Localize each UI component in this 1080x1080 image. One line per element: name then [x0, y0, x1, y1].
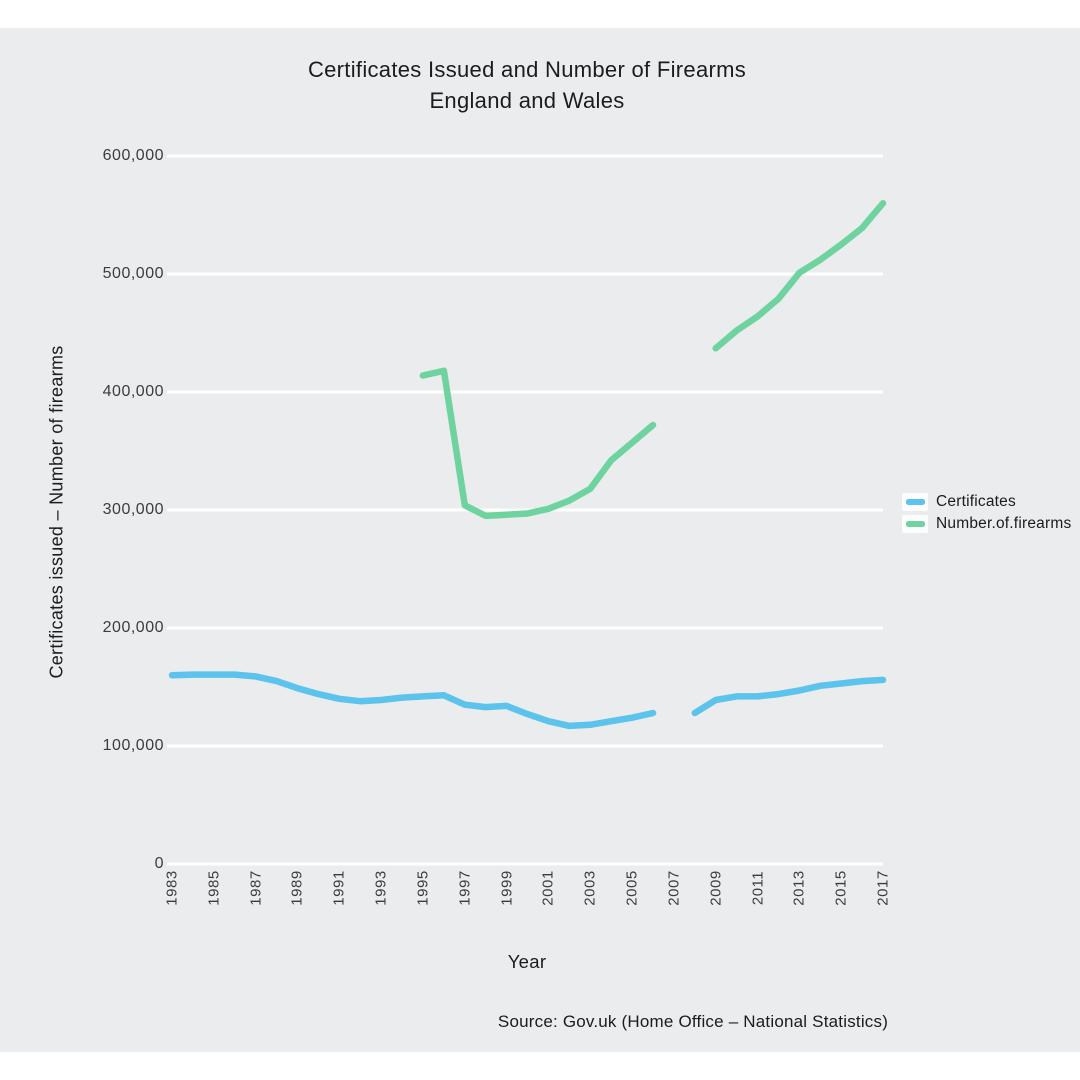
- chart-panel: [0, 28, 1080, 1052]
- x-tick-label: 2017: [874, 870, 892, 906]
- x-tick-label: 2013: [790, 870, 808, 906]
- legend-item-number-of-firearms: Number.of.firearms: [902, 513, 1071, 535]
- x-tick-label: 2005: [623, 870, 641, 906]
- legend-key-number-of-firearms: [902, 515, 928, 533]
- y-tick-label: 200,000: [102, 619, 164, 636]
- x-axis-title: Year: [507, 951, 547, 972]
- x-tick-label: 1995: [414, 870, 432, 906]
- x-tick-label: 2009: [707, 870, 725, 906]
- y-tick-label: 300,000: [102, 501, 164, 518]
- x-tick-label: 1983: [163, 870, 181, 906]
- x-tick-label: 2007: [665, 870, 683, 906]
- x-tick-label: 2011: [749, 870, 767, 906]
- x-tick-label: 2015: [832, 870, 850, 906]
- x-tick-label: 1989: [288, 870, 306, 906]
- legend-label-number-of-firearms: Number.of.firearms: [936, 515, 1072, 532]
- y-tick-label: 600,000: [102, 147, 164, 164]
- series-line-certificates: [168, 671, 657, 730]
- certificates-line-swatch: [905, 499, 925, 505]
- chart-title-line2: England and Wales: [429, 88, 625, 113]
- y-axis-title: Certificates issued – Number of firearms: [46, 345, 67, 679]
- x-tick-label: 1985: [205, 870, 223, 906]
- y-tick-label: 500,000: [102, 265, 164, 282]
- number-of-firearms-line-swatch: [905, 521, 925, 527]
- legend-item-certificates: Certificates: [902, 491, 1071, 513]
- x-tick-label: 1987: [247, 870, 265, 906]
- chart-title: Certificates Issued and Number of Firear…: [308, 54, 746, 116]
- x-tick-label: 1993: [372, 870, 390, 906]
- y-tick-label: 0: [154, 855, 164, 872]
- x-tick-label: 1999: [498, 870, 516, 906]
- legend: Certificates Number.of.firearms: [902, 491, 1071, 535]
- legend-key-certificates: [902, 493, 928, 511]
- x-tick-label: 1997: [456, 870, 474, 906]
- y-tick-label: 100,000: [102, 737, 164, 754]
- x-tick-label: 2001: [539, 870, 557, 906]
- x-tick-label: 2003: [581, 870, 599, 906]
- series-line-certificates: [691, 676, 887, 717]
- legend-label-certificates: Certificates: [936, 493, 1016, 510]
- series-line-number-of-firearms: [419, 367, 657, 520]
- series-line-number-of-firearms: [712, 199, 887, 352]
- y-tick-label: 400,000: [102, 383, 164, 400]
- x-tick-label: 1991: [330, 870, 348, 906]
- source-note: Source: Gov.uk (Home Office – National S…: [497, 1012, 889, 1031]
- chart-title-line1: Certificates Issued and Number of Firear…: [307, 57, 747, 82]
